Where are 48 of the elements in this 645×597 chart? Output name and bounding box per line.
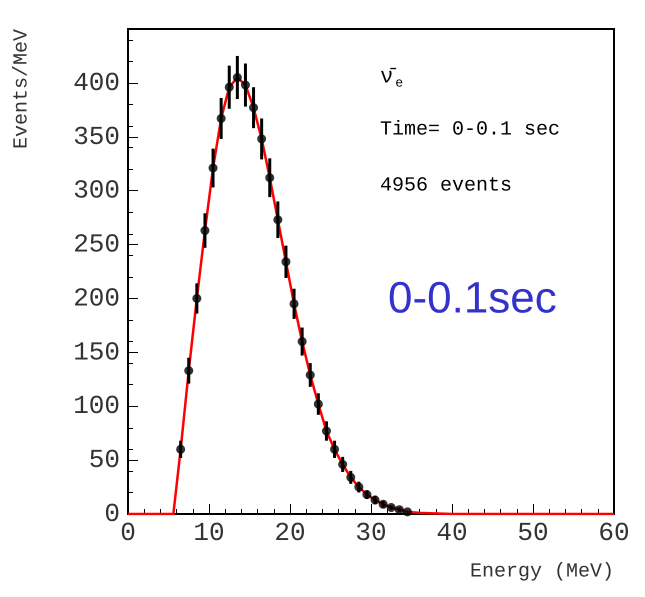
point: [200, 226, 210, 236]
point: [184, 366, 194, 376]
point: [354, 482, 364, 492]
point: [192, 294, 202, 303]
point: [216, 114, 226, 123]
x-axis-title: Energy (MeV): [470, 560, 614, 584]
y-tick-label: 300: [73, 176, 120, 206]
annotation: Time= 0-0.1 sec: [380, 118, 560, 142]
x-tick-label: 40: [436, 518, 468, 548]
point: [224, 82, 234, 92]
point: [402, 507, 412, 516]
point: [281, 257, 290, 266]
annotation: 0-0.1sec: [388, 274, 557, 322]
point: [232, 73, 242, 82]
y-tick-label: 350: [73, 122, 120, 152]
point: [265, 173, 274, 182]
point: [257, 134, 266, 144]
x-tick-label: 20: [274, 518, 306, 548]
y-tick-label: 0: [104, 499, 120, 529]
point: [370, 495, 380, 504]
y-tick-label: 100: [73, 391, 120, 422]
annotation: 4956 events: [380, 174, 512, 198]
point: [208, 164, 218, 173]
y-tick-label: 200: [73, 283, 120, 314]
point: [273, 215, 282, 224]
x-tick-label: 60: [598, 518, 630, 548]
point: [314, 400, 323, 409]
y-tick-label: 250: [73, 230, 120, 260]
point: [346, 472, 356, 482]
y-tick-label: 50: [88, 445, 120, 476]
point: [362, 490, 372, 500]
point: [378, 500, 388, 509]
point: [290, 299, 299, 308]
y-axis-title: Events/MeV: [10, 29, 34, 150]
point: [176, 444, 186, 454]
point: [249, 103, 258, 112]
point: [330, 444, 340, 454]
x-tick-label: 10: [193, 518, 225, 548]
x-tick-label: 30: [355, 518, 387, 548]
point: [240, 80, 250, 90]
x-tick-label: 50: [517, 518, 549, 548]
y-tick-label: 150: [73, 337, 120, 368]
point: [306, 370, 315, 380]
point: [322, 426, 331, 436]
point: [298, 337, 307, 346]
point: [386, 503, 396, 512]
point: [338, 460, 348, 469]
y-tick-label: 400: [73, 68, 120, 98]
